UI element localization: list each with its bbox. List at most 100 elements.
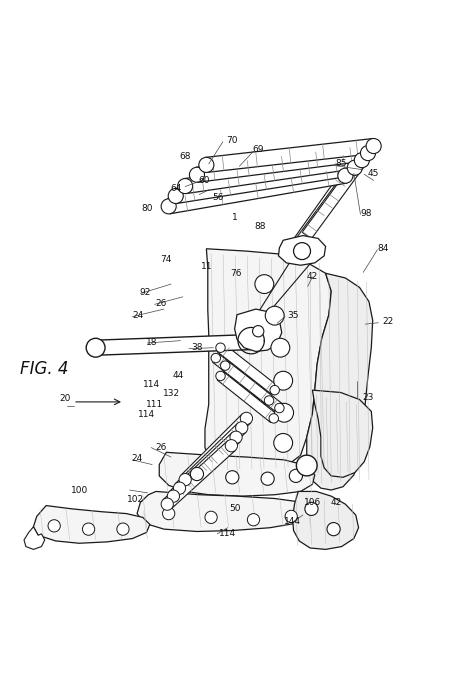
- Text: 106: 106: [304, 498, 321, 507]
- Text: 68: 68: [180, 152, 191, 161]
- Circle shape: [275, 403, 293, 422]
- Polygon shape: [174, 161, 356, 204]
- Circle shape: [216, 371, 225, 381]
- Text: 50: 50: [229, 504, 240, 513]
- Circle shape: [168, 189, 183, 204]
- Text: 35: 35: [287, 311, 298, 320]
- Circle shape: [225, 440, 237, 452]
- Circle shape: [305, 502, 318, 515]
- Polygon shape: [217, 344, 278, 394]
- Circle shape: [240, 412, 253, 425]
- Circle shape: [216, 343, 225, 353]
- Text: 26: 26: [155, 443, 166, 452]
- Text: 84: 84: [377, 244, 389, 253]
- Text: 70: 70: [227, 136, 238, 145]
- Polygon shape: [196, 145, 369, 182]
- Polygon shape: [159, 452, 315, 496]
- Text: 60: 60: [198, 176, 210, 185]
- Circle shape: [236, 422, 248, 434]
- Text: 114: 114: [138, 410, 155, 419]
- Text: 22: 22: [382, 318, 393, 327]
- Text: 69: 69: [253, 145, 264, 154]
- Circle shape: [289, 469, 302, 482]
- Circle shape: [275, 403, 284, 413]
- Circle shape: [199, 157, 214, 172]
- Text: 102: 102: [127, 495, 144, 504]
- Text: 11: 11: [201, 262, 212, 271]
- Circle shape: [191, 467, 203, 481]
- Circle shape: [355, 152, 369, 167]
- Text: 44: 44: [173, 370, 184, 379]
- Circle shape: [205, 511, 217, 523]
- Circle shape: [293, 243, 310, 259]
- Circle shape: [230, 431, 242, 443]
- Text: 98: 98: [361, 209, 373, 218]
- Circle shape: [82, 523, 95, 535]
- Text: 42: 42: [307, 272, 318, 281]
- Circle shape: [274, 371, 292, 390]
- Circle shape: [347, 160, 362, 175]
- Polygon shape: [212, 354, 272, 405]
- Text: 80: 80: [142, 204, 153, 213]
- Text: 92: 92: [139, 287, 151, 296]
- Polygon shape: [167, 168, 346, 214]
- Text: 64: 64: [170, 184, 182, 193]
- Circle shape: [48, 520, 60, 532]
- Circle shape: [366, 139, 381, 154]
- Circle shape: [338, 168, 353, 183]
- Circle shape: [167, 490, 180, 502]
- Polygon shape: [217, 372, 277, 423]
- Text: 1: 1: [232, 213, 237, 222]
- Polygon shape: [24, 527, 45, 549]
- Circle shape: [274, 434, 292, 452]
- Circle shape: [265, 306, 284, 325]
- Polygon shape: [302, 157, 366, 239]
- Polygon shape: [289, 172, 350, 252]
- Text: 76: 76: [230, 269, 242, 278]
- Circle shape: [117, 523, 129, 535]
- Circle shape: [173, 482, 186, 494]
- Text: 24: 24: [132, 311, 144, 320]
- Circle shape: [285, 510, 297, 523]
- Circle shape: [179, 473, 191, 486]
- Text: 42: 42: [330, 498, 342, 507]
- Circle shape: [271, 338, 290, 357]
- Circle shape: [161, 498, 173, 510]
- Circle shape: [261, 472, 274, 485]
- Polygon shape: [292, 491, 358, 549]
- Text: 24: 24: [131, 454, 143, 463]
- Circle shape: [264, 396, 274, 405]
- Circle shape: [360, 145, 375, 161]
- Polygon shape: [95, 335, 251, 355]
- Polygon shape: [296, 165, 359, 245]
- Text: FIG. 4: FIG. 4: [19, 360, 68, 378]
- Text: 56: 56: [212, 193, 224, 202]
- Polygon shape: [34, 506, 150, 543]
- Text: 20: 20: [59, 394, 71, 403]
- Polygon shape: [235, 309, 282, 351]
- Text: 45: 45: [368, 169, 379, 178]
- Circle shape: [255, 274, 274, 294]
- Circle shape: [270, 386, 279, 395]
- Polygon shape: [184, 153, 363, 193]
- Text: 38: 38: [191, 343, 203, 352]
- Polygon shape: [163, 441, 236, 509]
- Text: 132: 132: [164, 390, 181, 399]
- Polygon shape: [278, 235, 326, 265]
- Circle shape: [327, 523, 340, 536]
- Polygon shape: [175, 423, 246, 493]
- Circle shape: [220, 361, 230, 370]
- Circle shape: [253, 326, 264, 337]
- Text: 23: 23: [362, 392, 374, 402]
- Circle shape: [296, 455, 317, 476]
- Text: 144: 144: [284, 517, 301, 525]
- Polygon shape: [181, 414, 251, 484]
- Circle shape: [161, 199, 176, 214]
- Polygon shape: [169, 433, 240, 501]
- Text: 111: 111: [146, 400, 163, 409]
- Circle shape: [247, 514, 260, 526]
- Text: 85: 85: [335, 159, 346, 169]
- Circle shape: [190, 167, 204, 182]
- Polygon shape: [137, 491, 311, 532]
- Polygon shape: [307, 273, 373, 490]
